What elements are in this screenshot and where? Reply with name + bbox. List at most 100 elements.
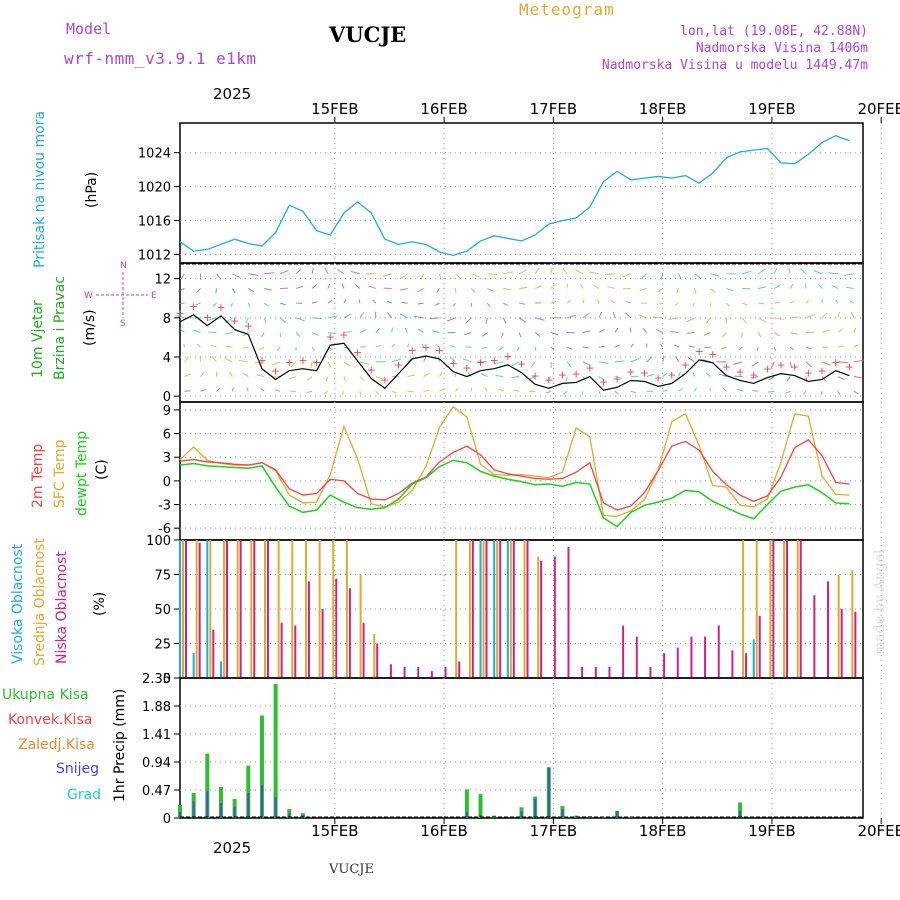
wind-arrow bbox=[853, 390, 859, 395]
wind-arrow bbox=[197, 343, 201, 348]
ytick-label: 0 bbox=[163, 475, 171, 490]
ytick-label: 1020 bbox=[138, 181, 171, 196]
wind-arrow bbox=[386, 300, 392, 304]
wind-arrow bbox=[261, 332, 265, 338]
wind-arrow bbox=[678, 371, 681, 377]
wind-arrow bbox=[375, 376, 383, 380]
wind-grid bbox=[180, 263, 882, 402]
wind-arrow bbox=[446, 317, 456, 322]
ytick-label: 8 bbox=[163, 312, 171, 327]
wind-arrow bbox=[404, 327, 409, 333]
wind-arrow bbox=[312, 317, 323, 320]
wind-arrow bbox=[391, 390, 397, 394]
wind-arrow bbox=[391, 358, 401, 363]
wind-gust-mark: + bbox=[735, 366, 744, 379]
wind-arrow bbox=[325, 376, 329, 382]
precip-bar-snow bbox=[192, 801, 195, 818]
wind-arrow bbox=[274, 389, 281, 392]
wind-arrow bbox=[175, 314, 185, 319]
ytick-label: 0.94 bbox=[142, 756, 171, 771]
wind-arrow bbox=[837, 376, 845, 380]
precip-bar-snow bbox=[561, 809, 564, 818]
wind-gust-mark: + bbox=[203, 311, 212, 324]
wind-gust-mark: + bbox=[189, 300, 198, 313]
wind-arrow bbox=[604, 273, 615, 276]
wind-arrow bbox=[226, 346, 233, 348]
wind-arrow bbox=[686, 332, 695, 334]
wind-arrow bbox=[694, 273, 702, 279]
wind-arrow bbox=[229, 371, 233, 377]
ytick-label: 9 bbox=[163, 404, 171, 419]
wind-arrow bbox=[247, 302, 251, 307]
footer-station: VUCJE bbox=[329, 862, 374, 877]
cloud-grid bbox=[180, 540, 882, 678]
wind-arrow bbox=[407, 374, 416, 378]
wind-gust-mark: + bbox=[531, 369, 540, 382]
wind-arrow bbox=[323, 390, 329, 395]
wind-arrow bbox=[215, 288, 217, 294]
precip-panel: 0 0.47 0.94 1.41 1.88 2.35 Ukupna Kisa Konvek… bbox=[2, 672, 882, 827]
wind-arrow bbox=[177, 287, 185, 292]
wind-arrow bbox=[196, 288, 201, 294]
wind-arrow bbox=[375, 344, 382, 348]
wind-arrow bbox=[790, 316, 801, 319]
wind-arrow bbox=[455, 387, 459, 392]
wind-panel-frame bbox=[179, 262, 864, 403]
wind-arrow bbox=[477, 360, 488, 363]
precip-bar-snow bbox=[288, 813, 291, 818]
wind-arrow bbox=[694, 387, 697, 392]
wind-arrow bbox=[625, 301, 631, 304]
wind-arrow bbox=[216, 273, 222, 280]
wind-gust-mark: + bbox=[599, 375, 608, 388]
wind-arrow bbox=[534, 332, 541, 337]
wind-arrow bbox=[721, 346, 727, 350]
dewpoint-line bbox=[179, 459, 850, 528]
wind-arrow bbox=[582, 346, 589, 349]
total-precip-label: Ukupna Kisa bbox=[2, 687, 89, 703]
wind-arrow bbox=[465, 317, 472, 324]
wind-arrow bbox=[431, 330, 440, 333]
wind-arrow bbox=[420, 273, 425, 280]
wind-direction-arrows bbox=[175, 267, 864, 395]
wind-arrow bbox=[215, 371, 218, 377]
precip-bar-snow bbox=[520, 810, 523, 818]
ytick-label: 4 bbox=[163, 351, 171, 366]
wind-arrow bbox=[519, 302, 526, 305]
wind-arrow bbox=[423, 355, 427, 363]
wind-arrow bbox=[550, 300, 557, 304]
wind-arrow bbox=[310, 361, 313, 368]
wind-gust-mark: + bbox=[230, 315, 239, 328]
direction-legend-e: E bbox=[151, 291, 157, 301]
wind-gust-mark: + bbox=[653, 371, 662, 384]
wind-arrow bbox=[614, 390, 619, 395]
wind-arrow bbox=[562, 268, 568, 275]
wind-arrow bbox=[487, 287, 494, 292]
day-label-bottom: 15FEB bbox=[311, 822, 358, 840]
wind-arrow bbox=[821, 329, 830, 333]
wind-gust-mark: + bbox=[285, 356, 294, 369]
wind-arrow bbox=[752, 390, 759, 392]
wind-arrow bbox=[566, 299, 571, 304]
wind-gust-mark: + bbox=[763, 363, 772, 376]
cloud-yticks: 0 25 50 75 100 bbox=[146, 534, 180, 687]
wind-arrow bbox=[350, 270, 360, 275]
precip-bar-total bbox=[259, 715, 264, 818]
wind-arrow bbox=[242, 332, 249, 337]
ytick-label: 12 bbox=[154, 273, 171, 288]
wind-arrow bbox=[327, 332, 336, 335]
wind-arrow bbox=[837, 390, 841, 395]
wind-arrow bbox=[656, 302, 663, 305]
precip-unit: 1hr Precip (mm) bbox=[112, 689, 128, 802]
wind-gust-mark: + bbox=[558, 369, 567, 382]
wind-arrow bbox=[295, 268, 302, 275]
wind-arrow bbox=[513, 389, 520, 392]
wind-gust-mark: + bbox=[449, 357, 458, 370]
wind-arrow bbox=[785, 390, 791, 394]
wind-arrow bbox=[180, 273, 185, 280]
wind-arrow bbox=[311, 301, 318, 304]
wind-arrow bbox=[264, 287, 272, 291]
wind-gust-mark: + bbox=[667, 369, 676, 382]
wind-arrow bbox=[773, 284, 781, 289]
wind-arrow bbox=[280, 302, 286, 306]
